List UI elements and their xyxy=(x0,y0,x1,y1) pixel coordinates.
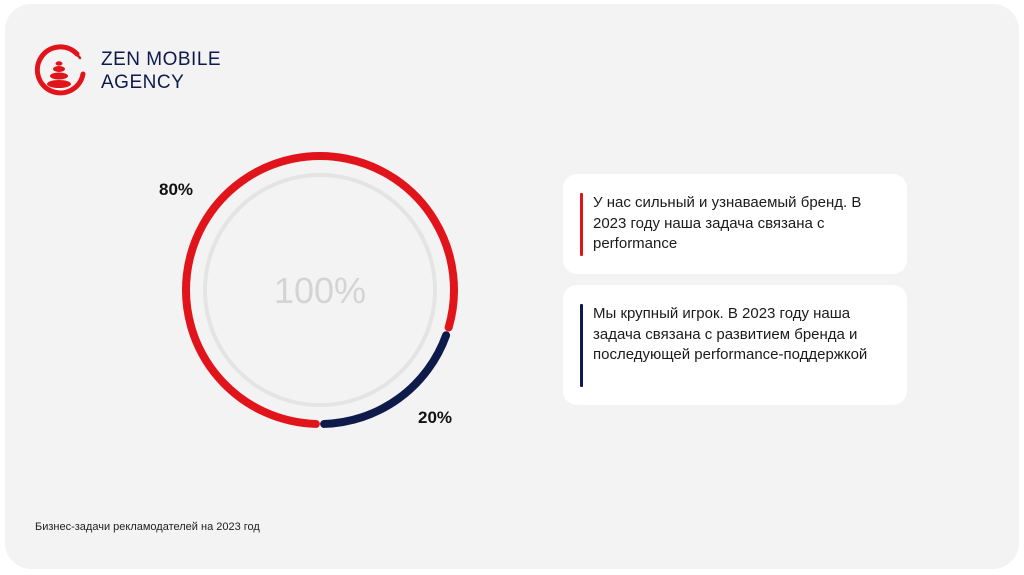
slide-card: ZEN MOBILE AGENCY 100% 80% 20% У нас сил… xyxy=(5,4,1019,569)
info-card-performance: Мы крупный игрок. В 2023 году наша задач… xyxy=(563,285,907,405)
red-accent-bar xyxy=(580,193,583,256)
chart-caption: Бизнес-задачи рекламодателей на 2023 год xyxy=(35,521,260,533)
brand-name-line1: ZEN MOBILE xyxy=(101,49,222,70)
info-card-brand: У нас сильный и узнаваемый бренд. В 2023… xyxy=(563,174,907,274)
zen-stones-circle-icon xyxy=(34,44,86,96)
inner-track-ring xyxy=(203,173,437,407)
donut-slice-20 xyxy=(320,331,451,428)
info-card-text: У нас сильный и узнаваемый бренд. В 2023… xyxy=(593,194,862,252)
center-label: 100% xyxy=(274,270,366,311)
brand-name: ZEN MOBILE AGENCY xyxy=(101,48,221,94)
brand-name-line2: AGENCY xyxy=(101,72,185,93)
navy-accent-bar xyxy=(580,304,583,387)
brand-logo: ZEN MOBILE AGENCY xyxy=(33,44,243,100)
info-card-text: Мы крупный игрок. В 2023 году наша задач… xyxy=(593,305,868,363)
donut-chart: 100% 80% 20% xyxy=(159,152,458,428)
donut-arcs xyxy=(182,152,458,428)
series-label-20: 20% xyxy=(418,408,452,427)
series-label-80: 80% xyxy=(159,180,193,199)
donut-slice-80 xyxy=(182,152,458,428)
